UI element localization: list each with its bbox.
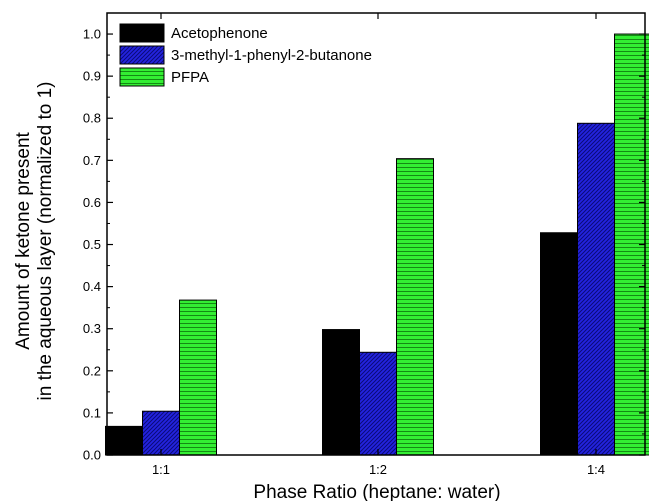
legend-label-2: 3-methyl-1-phenyl-2-butanone — [171, 47, 372, 64]
y-tick-label: 0.4 — [83, 279, 101, 294]
legend-label-1: Acetophenone — [171, 25, 268, 42]
bar-1-1-2 — [322, 329, 360, 456]
bar-1-1-4 — [540, 232, 578, 456]
legend-swatch-2 — [119, 45, 165, 65]
y-tick-label: 1.0 — [83, 27, 101, 42]
y-tick-label: 0.6 — [83, 195, 101, 210]
x-axis-title: Phase Ratio (heptane: water) — [253, 482, 500, 501]
bar-3-1-1 — [179, 299, 217, 456]
x-tick-label: 1:1 — [152, 462, 170, 477]
y-tick-label: 0.5 — [83, 237, 101, 252]
y-tick-label: 0.8 — [83, 111, 101, 126]
x-tick-label: 1:2 — [369, 462, 387, 477]
legend-swatch-3 — [119, 67, 165, 87]
y-axis-title: Amount of ketone present in the aqueous … — [13, 82, 56, 401]
y-tick-label: 0.2 — [83, 363, 101, 378]
legend-swatch-1 — [119, 23, 165, 43]
y-axis-ticks: 0.0 0.1 0.2 0.3 0.4 0.5 0.6 0.7 0.8 0.9 1.0 — [83, 27, 645, 463]
x-axis-ticks: 1:1 1:2 1:4 — [152, 13, 605, 477]
y-tick-label: 0.9 — [83, 69, 101, 84]
y-tick-label: 0.3 — [83, 321, 101, 336]
bar-2-1-1 — [142, 410, 180, 456]
legend: Acetophenone 3-methyl-1-phenyl-2-butanone… — [119, 23, 372, 87]
y-tick-label: 0.7 — [83, 153, 101, 168]
bar-3-1-2 — [396, 158, 434, 456]
y-axis-title-line-2: in the aqueous layer (normalized to 1) — [35, 82, 56, 401]
y-tick-label: 0.1 — [83, 405, 101, 420]
bar-2-1-2 — [359, 351, 397, 456]
y-axis-title-line-1: Amount of ketone present — [13, 131, 34, 349]
bars-group — [105, 33, 649, 456]
legend-label-3: PFPA — [171, 69, 209, 86]
bar-2-1-4 — [577, 122, 615, 456]
bar-1-1-1 — [105, 425, 143, 456]
x-tick-label: 1:4 — [587, 462, 605, 477]
plot-frame — [106, 12, 646, 456]
y-tick-label: 0.0 — [83, 448, 101, 463]
